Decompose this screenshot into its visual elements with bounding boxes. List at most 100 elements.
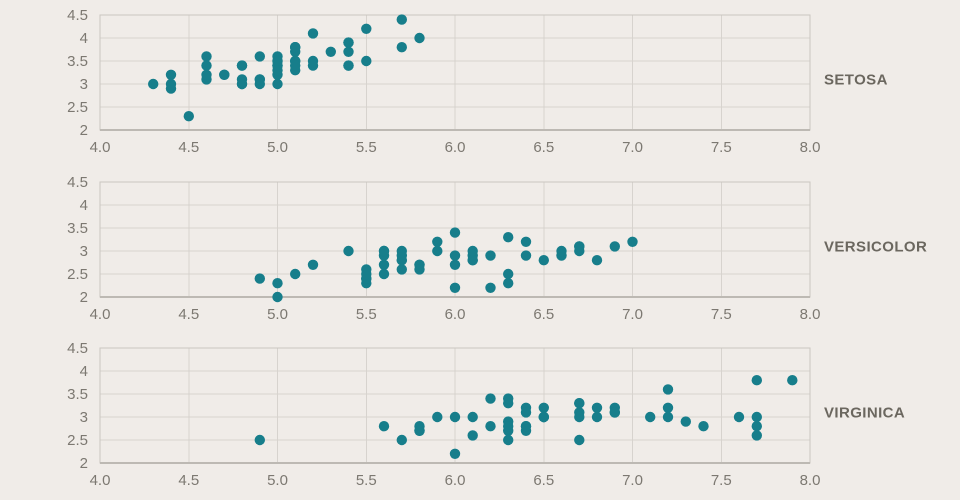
data-point	[574, 411, 585, 423]
data-point	[574, 398, 585, 409]
data-point	[236, 60, 248, 71]
data-point	[165, 78, 177, 90]
data-point	[272, 291, 283, 303]
x-tick-label: 6.0	[445, 139, 466, 156]
y-tick-label: 3.5	[67, 53, 88, 70]
data-point	[378, 245, 390, 257]
data-point	[343, 245, 354, 257]
data-point	[591, 255, 603, 266]
scatter-plot-setosa: 2 2.5 3 3.5 4 4.5 4.0 4.5 5.0 5.5 6.0 6.5 7.0 7.5 8.0	[67, 7, 821, 156]
data-point	[449, 250, 461, 261]
data-point	[272, 55, 283, 67]
y-tick-label: 3	[80, 76, 88, 93]
data-point	[503, 268, 514, 280]
data-point	[307, 259, 319, 270]
data-point	[272, 65, 283, 76]
data-point	[414, 32, 425, 44]
data-point	[449, 411, 461, 423]
data-point	[254, 434, 265, 446]
data-point	[538, 411, 549, 423]
data-point	[343, 46, 354, 57]
data-point	[503, 421, 514, 432]
x-tick-label: 5.0	[267, 139, 288, 156]
data-point	[538, 402, 549, 413]
data-point	[467, 245, 478, 257]
data-point	[254, 74, 265, 85]
data-point	[449, 227, 461, 238]
x-tick-label: 5.0	[267, 306, 288, 323]
x-tick-label: 5.5	[356, 139, 377, 156]
data-point	[485, 421, 496, 432]
panel-setosa: 2 2.5 3 3.5 4 4.5 4.0 4.5 5.0 5.5 6.0 6.5 7.0 7.5 8.0 …	[0, 0, 960, 167]
y-tick-label: 4	[80, 197, 88, 214]
y-tick-label: 3.5	[67, 386, 88, 403]
data-point	[520, 250, 532, 261]
data-point	[520, 407, 532, 418]
data-point	[520, 236, 532, 247]
data-point	[503, 393, 514, 404]
data-point	[183, 111, 194, 122]
y-tick-label: 2.5	[67, 266, 88, 283]
data-point	[467, 255, 478, 266]
data-point	[556, 245, 567, 257]
data-point	[751, 430, 762, 441]
y-tick-label: 3	[80, 243, 88, 260]
x-tick-label: 7.0	[622, 472, 643, 489]
x-tick-label: 7.5	[711, 139, 732, 156]
x-tick-label: 7.0	[622, 306, 643, 323]
data-point	[307, 28, 319, 39]
data-point	[432, 245, 443, 257]
data-point	[574, 241, 585, 252]
data-point	[485, 250, 496, 261]
data-point	[591, 411, 603, 423]
data-point	[290, 268, 301, 280]
data-point	[520, 421, 532, 432]
x-tick-label: 4.5	[178, 306, 199, 323]
data-point	[254, 273, 265, 284]
data-point	[609, 407, 620, 418]
y-tick-label: 4.5	[67, 174, 88, 191]
x-tick-label: 6.5	[533, 472, 554, 489]
data-point	[485, 282, 496, 293]
data-point	[574, 434, 585, 446]
data-point	[396, 255, 407, 266]
data-point	[343, 60, 354, 71]
x-tick-label: 6.0	[445, 472, 466, 489]
data-point	[272, 78, 283, 90]
x-tick-label: 8.0	[800, 139, 821, 156]
series-label-versicolor: VERSICOLOR	[824, 238, 928, 256]
y-tick-label: 4	[80, 30, 88, 47]
data-point	[662, 411, 674, 423]
y-tick-label: 3	[80, 409, 88, 426]
x-tick-label: 4.5	[178, 472, 199, 489]
data-point	[378, 259, 390, 270]
data-point	[343, 37, 354, 48]
data-point	[751, 421, 762, 432]
x-tick-label: 7.5	[711, 306, 732, 323]
data-point	[503, 232, 514, 243]
data-point	[609, 241, 620, 252]
data-point	[361, 264, 372, 275]
data-point	[201, 69, 212, 81]
data-point	[325, 46, 336, 57]
x-tick-label: 4.0	[90, 306, 111, 323]
data-point	[414, 264, 425, 275]
series-label-setosa: SETOSA	[824, 71, 888, 89]
y-tick-label: 2	[80, 289, 88, 306]
x-tick-label: 6.0	[445, 306, 466, 323]
data-point	[378, 421, 390, 432]
data-point	[503, 434, 514, 446]
data-point	[236, 78, 248, 90]
scatter-plot-virginica: 2 2.5 3 3.5 4 4.5 4.0 4.5 5.0 5.5 6.0 6.5 7.0 7.5 8.0	[67, 340, 820, 489]
x-tick-label: 4.5	[178, 139, 199, 156]
data-point	[449, 448, 461, 459]
data-point	[290, 42, 301, 53]
x-tick-label: 4.0	[90, 139, 111, 156]
data-point	[361, 23, 372, 34]
data-point	[219, 69, 230, 81]
x-tick-label: 8.0	[800, 306, 821, 323]
data-point	[680, 416, 691, 427]
y-tick-label: 2	[80, 455, 88, 472]
y-tick-label: 2.5	[67, 432, 88, 449]
x-tick-label: 4.0	[90, 472, 111, 489]
